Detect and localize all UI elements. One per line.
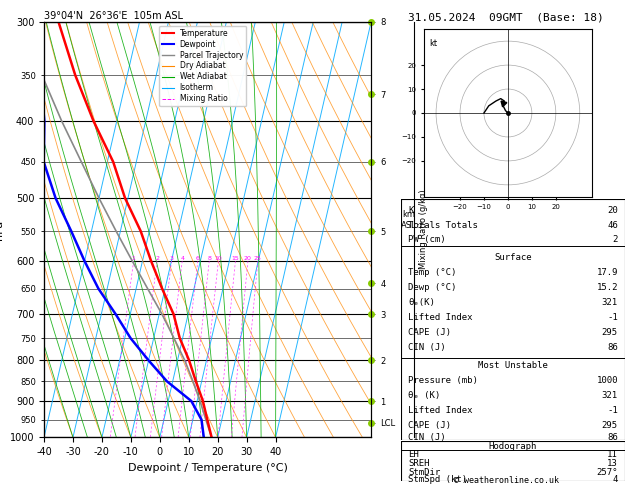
X-axis label: Dewpoint / Temperature (°C): Dewpoint / Temperature (°C) (128, 463, 287, 473)
Text: © weatheronline.co.uk: © weatheronline.co.uk (454, 475, 559, 485)
Text: 295: 295 (602, 328, 618, 337)
Text: Dewp (°C): Dewp (°C) (408, 283, 457, 292)
Text: 20: 20 (244, 256, 252, 261)
Text: StmDir: StmDir (408, 468, 440, 477)
Text: 2: 2 (613, 235, 618, 244)
Text: SREH: SREH (408, 459, 430, 468)
Text: CAPE (J): CAPE (J) (408, 328, 451, 337)
Text: CIN (J): CIN (J) (408, 433, 445, 442)
Text: Lifted Index: Lifted Index (408, 406, 472, 415)
Text: 295: 295 (602, 421, 618, 430)
Text: 86: 86 (607, 343, 618, 352)
Text: 2: 2 (155, 256, 159, 261)
Text: CIN (J): CIN (J) (408, 343, 445, 352)
Text: Hodograph: Hodograph (489, 442, 537, 451)
Y-axis label: km
ASL: km ASL (401, 210, 417, 230)
Text: Pressure (mb): Pressure (mb) (408, 376, 478, 385)
Text: 15.2: 15.2 (596, 283, 618, 292)
Text: 3: 3 (170, 256, 174, 261)
Text: Lifted Index: Lifted Index (408, 313, 472, 322)
Text: 25: 25 (254, 256, 262, 261)
Text: 257°: 257° (596, 468, 618, 477)
Text: 86: 86 (607, 433, 618, 442)
Text: 6: 6 (196, 256, 200, 261)
Text: 13: 13 (607, 459, 618, 468)
Text: 10: 10 (214, 256, 222, 261)
Text: StmSpd (kt): StmSpd (kt) (408, 475, 467, 485)
Text: 11: 11 (607, 451, 618, 459)
Text: Temp (°C): Temp (°C) (408, 268, 457, 278)
Text: 39°04'N  26°36'E  105m ASL: 39°04'N 26°36'E 105m ASL (44, 11, 183, 21)
Text: -1: -1 (607, 406, 618, 415)
Text: K: K (408, 206, 413, 215)
Text: CAPE (J): CAPE (J) (408, 421, 451, 430)
Y-axis label: hPa: hPa (0, 220, 4, 240)
Text: -1: -1 (607, 313, 618, 322)
Text: θₑ (K): θₑ (K) (408, 391, 440, 400)
Text: 1000: 1000 (596, 376, 618, 385)
Text: 321: 321 (602, 298, 618, 307)
Text: 4: 4 (181, 256, 184, 261)
Text: 1: 1 (131, 256, 135, 261)
Text: EH: EH (408, 451, 419, 459)
Text: 46: 46 (607, 221, 618, 229)
Text: 4: 4 (613, 475, 618, 485)
Text: 20: 20 (607, 206, 618, 215)
Text: Most Unstable: Most Unstable (478, 361, 548, 370)
Text: kt: kt (429, 39, 437, 48)
Text: PW (cm): PW (cm) (408, 235, 445, 244)
Text: 8: 8 (208, 256, 211, 261)
Text: 321: 321 (602, 391, 618, 400)
Text: 31.05.2024  09GMT  (Base: 18): 31.05.2024 09GMT (Base: 18) (408, 12, 604, 22)
Y-axis label: Mixing Ratio (g/kg): Mixing Ratio (g/kg) (419, 190, 428, 269)
Legend: Temperature, Dewpoint, Parcel Trajectory, Dry Adiabat, Wet Adiabat, Isotherm, Mi: Temperature, Dewpoint, Parcel Trajectory… (159, 26, 246, 106)
Text: Totals Totals: Totals Totals (408, 221, 478, 229)
Text: θₑ(K): θₑ(K) (408, 298, 435, 307)
Text: Surface: Surface (494, 254, 532, 262)
Text: 15: 15 (231, 256, 239, 261)
Text: 17.9: 17.9 (596, 268, 618, 278)
